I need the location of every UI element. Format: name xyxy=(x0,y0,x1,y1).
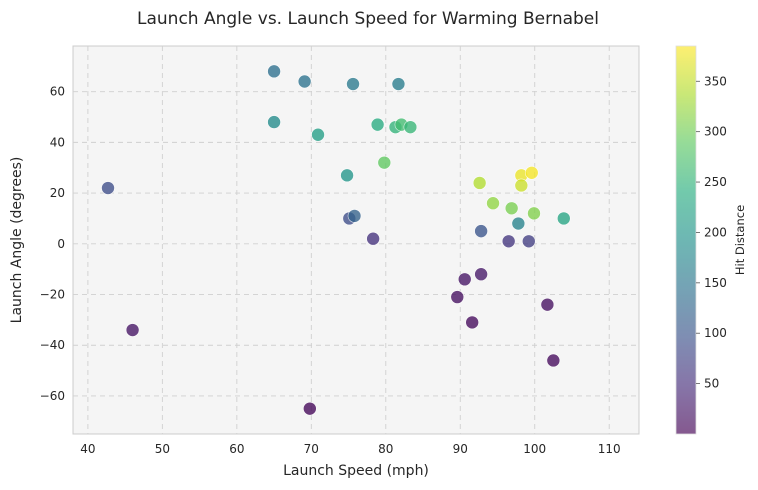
x-tick-label: 100 xyxy=(523,442,546,456)
y-tick-label: 40 xyxy=(50,135,65,149)
data-point xyxy=(311,127,325,142)
colorbar-tick-label: 300 xyxy=(704,125,727,139)
data-point xyxy=(267,64,281,79)
x-tick-label: 50 xyxy=(155,442,170,456)
plot-area xyxy=(72,45,640,435)
data-point xyxy=(465,315,479,330)
y-tick-label: −40 xyxy=(40,338,65,352)
colorbar-tick-label: 100 xyxy=(704,326,727,340)
data-point xyxy=(370,117,385,132)
data-point xyxy=(297,74,312,89)
colorbar-tick-label: 200 xyxy=(704,225,727,239)
data-point xyxy=(403,120,418,134)
y-axis-label: Launch Angle (degrees) xyxy=(9,157,25,324)
y-tick-label: 60 xyxy=(50,85,65,99)
data-point xyxy=(556,211,571,226)
data-point xyxy=(540,297,555,312)
data-point xyxy=(125,323,140,337)
colorbar-tick-label: 150 xyxy=(704,276,727,290)
data-point xyxy=(521,234,536,249)
y-tick-label: 20 xyxy=(50,186,65,200)
x-tick-label: 70 xyxy=(304,442,319,456)
data-point xyxy=(527,206,541,221)
data-point xyxy=(377,155,392,170)
data-points xyxy=(101,64,571,416)
data-point xyxy=(457,272,472,287)
data-point xyxy=(101,181,115,195)
x-tick-label: 80 xyxy=(378,442,393,456)
data-point xyxy=(267,115,281,129)
colorbar-label: Hit Distance xyxy=(733,205,747,275)
data-point xyxy=(514,178,529,193)
x-axis-label: Launch Speed (mph) xyxy=(283,463,429,479)
x-tick-label: 110 xyxy=(598,442,621,456)
colorbar-tick-label: 350 xyxy=(704,74,727,88)
data-point xyxy=(524,165,539,180)
y-axis-ticks: −60 −40 −20 0 20 40 60 xyxy=(40,85,65,403)
x-axis-ticks: 40 50 60 70 80 90 100 110 xyxy=(80,442,620,456)
grid xyxy=(73,46,639,434)
colorbar-tick-label: 50 xyxy=(704,377,719,391)
data-point xyxy=(450,290,465,304)
data-point xyxy=(391,77,406,91)
data-point xyxy=(474,267,488,282)
data-point xyxy=(501,234,516,249)
x-tick-label: 40 xyxy=(80,442,95,456)
data-point xyxy=(303,401,317,416)
x-tick-label: 90 xyxy=(453,442,468,456)
y-tick-label: −20 xyxy=(40,288,65,302)
colorbar xyxy=(675,45,697,435)
y-tick-label: 0 xyxy=(57,237,65,251)
x-tick-label: 60 xyxy=(229,442,244,456)
data-point xyxy=(546,353,561,368)
data-point xyxy=(511,216,526,231)
y-tick-label: −60 xyxy=(40,389,65,403)
data-point xyxy=(366,231,380,246)
data-point xyxy=(486,196,500,211)
data-point xyxy=(340,168,354,183)
colorbar-tick-label: 250 xyxy=(704,175,727,189)
data-point xyxy=(472,176,487,190)
chart-title: Launch Angle vs. Launch Speed for Warmin… xyxy=(137,9,599,29)
data-point xyxy=(474,224,488,238)
data-point xyxy=(346,77,360,91)
data-point xyxy=(504,201,519,216)
data-point xyxy=(347,209,362,223)
colorbar-ticks: 50 100 150 200 250 300 350 xyxy=(696,74,727,391)
